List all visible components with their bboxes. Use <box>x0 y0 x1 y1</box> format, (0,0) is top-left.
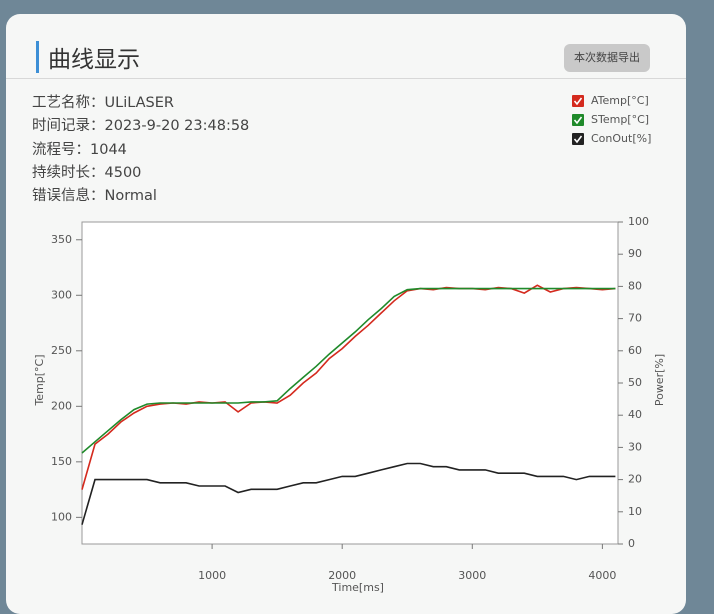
info-label: 时间记录： <box>32 118 105 135</box>
info-row: 持续时长：4500 <box>32 162 249 185</box>
series-line <box>81 462 616 525</box>
y2-tick-label: 50 <box>628 376 642 389</box>
y2-tick-label: 60 <box>628 344 642 357</box>
x-tick-label: 4000 <box>588 569 616 582</box>
info-label: 工艺名称： <box>32 95 105 111</box>
y-tick-label: 100 <box>51 510 72 523</box>
y2-tick-label: 100 <box>628 215 649 228</box>
y-tick-label: 250 <box>51 344 72 357</box>
legend-checkbox <box>572 95 584 107</box>
y-tick-label: 150 <box>51 455 72 468</box>
info-value: 4500 <box>104 164 142 181</box>
y2-tick-label: 80 <box>628 279 642 292</box>
y2-tick-label: 20 <box>628 473 642 486</box>
info-value: 1044 <box>90 141 127 158</box>
x-tick-label: 3000 <box>458 569 486 582</box>
y-axis-label: Temp[°C] <box>33 354 46 406</box>
separator <box>6 78 686 79</box>
info-label: 错误信息： <box>32 188 105 205</box>
y-tick-label: 200 <box>51 399 72 412</box>
x-tick-label: 2000 <box>328 569 356 582</box>
info-row: 工艺名称：ULiLASER <box>32 92 249 115</box>
info-row: 时间记录：2023-9-20 23:48:58 <box>32 115 249 138</box>
y2-tick-label: 30 <box>628 440 642 453</box>
y2-tick-label: 90 <box>628 247 642 260</box>
y2-axis-label: Power[%] <box>653 354 666 406</box>
plot-frame <box>81 221 619 545</box>
legend-label: STemp[°C] <box>591 113 649 126</box>
info-block: 工艺名称：ULiLASER 时间记录：2023-9-20 23:48:58 流程号：… <box>32 92 249 208</box>
legend-check <box>573 116 583 125</box>
info-label: 持续时长： <box>32 164 105 181</box>
info-value: 2023-9-20 23:48:58 <box>104 118 250 135</box>
y-tick-label: 350 <box>51 233 72 246</box>
legend-check <box>573 135 583 144</box>
panel-title: 曲线显示 <box>48 47 140 73</box>
info-row: 错误信息：Normal <box>32 185 249 208</box>
series-line <box>81 287 616 454</box>
legend-checkbox <box>572 133 584 145</box>
legend-check <box>573 97 583 106</box>
x-axis-label: Time[ms] <box>331 581 384 594</box>
title-accent <box>36 41 39 73</box>
legend-label: ATemp[°C] <box>591 94 649 107</box>
legend-checkbox <box>572 114 584 126</box>
info-label: 流程号： <box>32 141 90 158</box>
y2-tick-label: 40 <box>628 408 642 421</box>
info-value: ULiLASER <box>104 95 175 111</box>
y2-tick-label: 70 <box>628 312 642 325</box>
y2-tick-label: 10 <box>628 505 642 518</box>
info-row: 流程号：1044 <box>32 139 249 162</box>
y-tick-label: 300 <box>51 288 72 301</box>
chart: Time[ms] Temp[°C] Power[%] 1001502002503… <box>33 94 666 594</box>
legend-label: ConOut[%] <box>591 132 651 145</box>
y2-tick-label: 0 <box>628 537 635 550</box>
export-button[interactable]: 本次数据导出 <box>564 44 650 72</box>
x-tick-label: 1000 <box>198 569 226 582</box>
info-value: Normal <box>104 188 157 205</box>
